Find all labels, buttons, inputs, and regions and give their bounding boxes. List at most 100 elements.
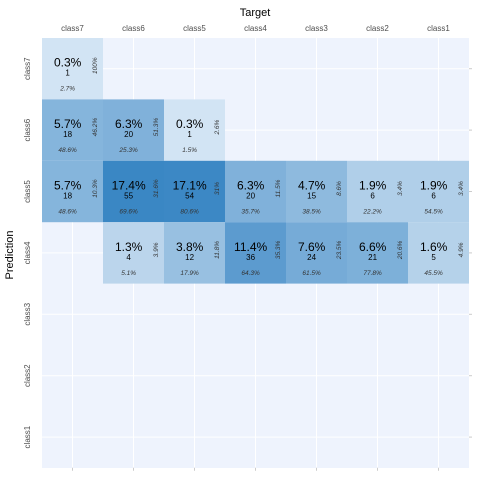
heatmap-cell [347,222,408,284]
cell-row-percentage-label: 11.8% [214,241,221,259]
cell-percentage-label: 5.7% [54,179,82,193]
heatmap-cell [103,99,164,161]
cell-count-label: 6 [431,192,436,201]
cell-column-percentage-label: 22.2% [362,209,382,216]
cell-percentage-label: 1.9% [420,179,448,193]
x-axis-title: Target [240,7,271,19]
cell-count-label: 15 [307,192,316,201]
cell-count-label: 21 [368,253,377,262]
cell-count-label: 1 [65,69,70,78]
heatmap-cell [225,160,286,223]
cell-percentage-label: 1.6% [420,240,448,254]
cell-column-percentage-label: 48.6% [58,209,77,216]
cell-row-percentage-label: 23.5% [336,240,343,260]
heatmap-cell [42,99,103,161]
cell-row-percentage-label: 100% [92,57,99,74]
cell-row-percentage-label: 10.3% [92,179,99,198]
heatmap-cell [164,160,225,223]
x-tick-label: class2 [366,24,389,33]
cell-count-label: 55 [124,192,133,201]
cell-row-percentage-label: 4.9% [458,242,465,257]
cell-percentage-label: 0.3% [54,56,82,70]
heatmap-cell [286,222,347,284]
cell-row-percentage-label: 31% [214,182,221,195]
cell-percentage-label: 1.3% [115,240,143,254]
cell-count-label: 36 [246,253,255,262]
cell-percentage-label: 7.6% [298,240,326,254]
cell-percentage-label: 17.1% [173,179,207,193]
cell-column-percentage-label: 25.3% [118,147,138,154]
cell-percentage-label: 11.4% [234,240,267,254]
y-tick-label: class5 [23,180,32,203]
heatmap-cell [42,38,103,100]
cell-count-label: 6 [370,192,375,201]
y-tick-label: class4 [23,241,32,264]
y-tick-label: class1 [23,425,32,448]
cell-count-label: 20 [124,130,133,139]
x-tick-label: class6 [122,24,145,33]
cell-count-label: 54 [185,192,194,201]
cell-column-percentage-label: 80.6% [180,209,199,216]
x-tick-labels: class7 class6 class5 class4 class3 class2 clas… [61,24,450,471]
heatmap-cell [164,222,225,284]
cell-row-percentage-label: 20.6% [397,240,404,260]
cell-count-label: 18 [63,130,72,139]
cell-row-percentage-label: 3.9% [153,242,160,257]
cell-count-label: 24 [307,253,316,262]
cell-count-label: 4 [126,253,131,262]
cell-column-percentage-label: 48.6% [58,147,77,154]
heatmap-cell [408,222,469,284]
cell-column-percentage-label: 54.5% [424,209,443,216]
heatmap-cell [42,160,103,223]
cell-count-label: 5 [431,253,436,262]
x-tick-label: class4 [244,24,267,33]
cell-column-percentage-label: 35.7% [241,209,260,216]
cell-percentage-label: 6.3% [115,117,143,131]
cell-row-percentage-label: 2.6% [214,119,221,135]
cell-percentage-label: 6.6% [359,240,387,254]
heatmap-cell [225,222,286,284]
cell-count-label: 1 [187,130,192,139]
cell-column-percentage-label: 2.7% [59,86,75,93]
y-tick-label: class3 [23,302,32,325]
cell-row-percentage-label: 8.6% [336,181,343,196]
heatmap-cell [286,160,347,223]
cell-row-percentage-label: 31.6% [153,179,160,198]
y-tick-labels: class7 class6 class5 class4 class3 class2 clas… [23,57,472,448]
cell-column-percentage-label: 61.5% [302,270,321,277]
cell-percentage-label: 5.7% [54,117,82,131]
cell-percentage-label: 4.7% [298,179,326,193]
heatmap-cell [103,222,164,284]
heatmap-cell [164,99,225,161]
cell-percentage-label: 6.3% [237,179,265,193]
y-tick-label: class6 [23,118,32,141]
cell-percentage-label: 17.4% [112,179,146,193]
cell-row-percentage-label: 46.2% [92,118,99,137]
cell-column-percentage-label: 64.3% [241,270,260,277]
cell-count-label: 20 [246,192,255,201]
cell-row-percentage-label: 3.4% [458,181,465,196]
cell-row-percentage-label: 11.5% [275,179,282,197]
y-tick-label: class2 [23,364,32,387]
cells-layer [42,38,469,284]
cell-count-label: 18 [63,192,72,201]
x-tick-label: class1 [427,24,450,33]
x-tick-label: class7 [61,24,84,33]
cell-percentage-label: 0.3% [176,117,204,131]
heatmap-cell [408,160,469,223]
cell-column-percentage-label: 17.9% [180,270,199,277]
cell-percentage-label: 3.8% [176,240,204,254]
cell-column-percentage-label: 69.6% [119,209,138,216]
cell-column-percentage-label: 77.8% [363,270,382,277]
cell-column-percentage-label: 38.5% [302,209,321,216]
x-tick-label: class5 [183,24,206,33]
y-tick-label: class7 [23,57,32,80]
cell-column-percentage-label: 45.5% [424,270,443,277]
cell-row-percentage-label: 35.3% [275,240,282,259]
cell-column-percentage-label: 1.5% [182,147,197,154]
heatmap-cell [103,160,164,223]
heatmap-cell [347,160,408,223]
